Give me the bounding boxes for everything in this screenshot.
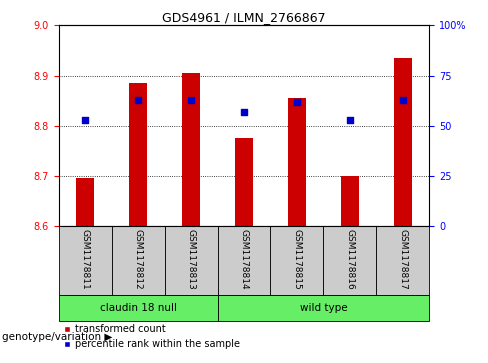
Bar xyxy=(288,98,306,226)
Text: GSM1178817: GSM1178817 xyxy=(398,229,407,290)
Bar xyxy=(270,226,324,295)
Bar xyxy=(59,226,112,295)
Bar xyxy=(218,295,429,321)
Title: GDS4961 / ILMN_2766867: GDS4961 / ILMN_2766867 xyxy=(162,11,326,24)
Text: GSM1178811: GSM1178811 xyxy=(81,229,90,290)
Bar xyxy=(59,295,218,321)
Bar xyxy=(324,226,376,295)
Text: GSM1178815: GSM1178815 xyxy=(292,229,302,290)
Text: genotype/variation ▶: genotype/variation ▶ xyxy=(2,331,113,342)
Bar xyxy=(218,226,270,295)
Text: GSM1178814: GSM1178814 xyxy=(240,229,248,290)
Text: GSM1178816: GSM1178816 xyxy=(346,229,354,290)
Bar xyxy=(182,73,200,226)
Point xyxy=(240,109,248,115)
Text: claudin 18 null: claudin 18 null xyxy=(100,303,177,313)
Point xyxy=(399,97,407,102)
Text: wild type: wild type xyxy=(300,303,347,313)
Point xyxy=(187,97,195,102)
Point xyxy=(346,117,354,123)
Bar xyxy=(394,58,412,226)
Bar xyxy=(164,226,218,295)
Text: GSM1178813: GSM1178813 xyxy=(186,229,196,290)
Text: GSM1178812: GSM1178812 xyxy=(134,229,142,290)
Point xyxy=(293,99,301,105)
Bar xyxy=(235,138,253,226)
Point xyxy=(81,117,89,123)
Bar xyxy=(76,178,94,226)
Bar xyxy=(112,226,164,295)
Bar xyxy=(376,226,429,295)
Bar xyxy=(129,83,147,226)
Bar xyxy=(341,176,359,226)
Point xyxy=(134,97,142,102)
Legend: transformed count, percentile rank within the sample: transformed count, percentile rank withi… xyxy=(63,325,240,349)
